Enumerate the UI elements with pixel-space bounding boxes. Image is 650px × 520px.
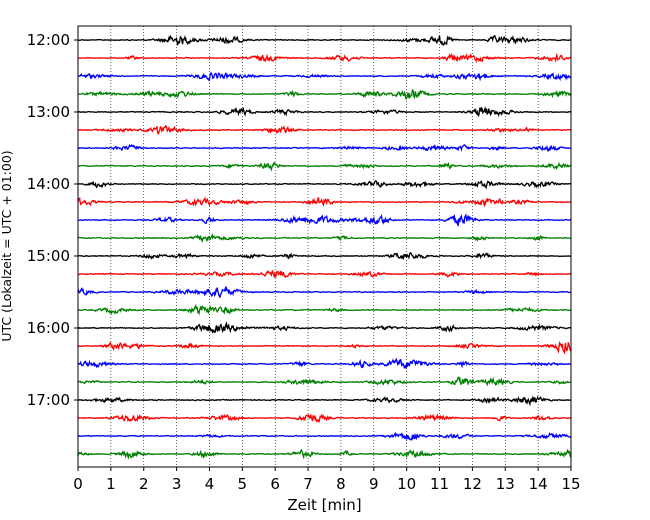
trace-5 xyxy=(77,124,572,135)
x-tick-label-8: 8 xyxy=(336,475,346,493)
trace-14 xyxy=(77,285,572,298)
x-tick-label-15: 15 xyxy=(561,475,580,493)
trace-2 xyxy=(77,71,572,82)
x-tick-label-11: 11 xyxy=(430,475,449,493)
y-axis-ticks: 12:00 13:00 14:00 15:00 16:00 17:00 xyxy=(27,31,78,409)
trace-10 xyxy=(77,213,572,227)
x-tick-label-6: 6 xyxy=(270,475,280,493)
trace-16 xyxy=(77,321,572,334)
trace-18 xyxy=(77,357,572,369)
x-tick-label-1: 1 xyxy=(106,475,116,493)
trace-11 xyxy=(77,232,572,243)
trace-13 xyxy=(77,269,572,279)
trace-20 xyxy=(77,395,572,407)
seismic-traces xyxy=(77,34,572,460)
x-tick-label-13: 13 xyxy=(496,475,515,493)
y-tick-label-5: 17:00 xyxy=(27,391,70,409)
trace-21 xyxy=(77,413,572,423)
x-tick-label-9: 9 xyxy=(369,475,379,493)
trace-4 xyxy=(77,106,572,118)
trace-0 xyxy=(77,34,572,47)
trace-19 xyxy=(77,376,572,387)
trace-23 xyxy=(77,448,572,460)
plot-frame xyxy=(77,25,572,468)
x-tick-label-14: 14 xyxy=(529,475,548,493)
trace-1 xyxy=(77,52,572,64)
x-tick-label-0: 0 xyxy=(73,475,83,493)
y-tick-label-3: 15:00 xyxy=(27,247,70,265)
x-axis-label: Zeit [min] xyxy=(287,496,361,514)
trace-22 xyxy=(77,431,572,442)
trace-17 xyxy=(77,340,572,355)
x-tick-label-12: 12 xyxy=(463,475,482,493)
x-tick-label-7: 7 xyxy=(303,475,313,493)
x-tick-label-4: 4 xyxy=(205,475,215,493)
trace-7 xyxy=(77,161,572,172)
y-tick-label-4: 16:00 xyxy=(27,319,70,337)
x-tick-label-3: 3 xyxy=(172,475,182,493)
trace-6 xyxy=(77,143,572,152)
trace-15 xyxy=(77,303,572,316)
x-tick-label-5: 5 xyxy=(238,475,248,493)
trace-9 xyxy=(77,196,572,208)
y-axis-label: UTC (Lokalzeit = UTC + 01:00) xyxy=(0,150,14,341)
x-axis-ticks: 0 1 2 3 4 5 6 7 8 9 10 11 12 13 14 15 xyxy=(73,467,581,493)
vertical-grid xyxy=(110,26,539,467)
x-tick-label-2: 2 xyxy=(139,475,149,493)
y-tick-label-1: 13:00 xyxy=(27,103,70,121)
y-tick-label-0: 12:00 xyxy=(27,31,70,49)
trace-3 xyxy=(77,88,572,101)
trace-8 xyxy=(77,179,572,190)
y-tick-label-2: 14:00 xyxy=(27,175,70,193)
x-tick-label-10: 10 xyxy=(397,475,416,493)
trace-12 xyxy=(77,251,572,261)
